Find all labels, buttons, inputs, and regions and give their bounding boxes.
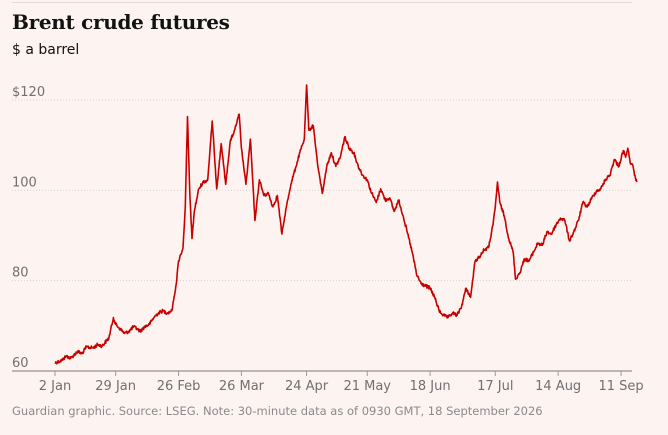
x-tick-label: 18 Jun bbox=[410, 379, 451, 394]
gridlines bbox=[12, 99, 632, 372]
y-tick-label: 60 bbox=[12, 356, 29, 371]
y-tick-label: 80 bbox=[12, 266, 29, 281]
chart-title: Brent crude futures bbox=[12, 10, 230, 34]
x-tick-label: 2 Jan bbox=[39, 379, 71, 394]
x-tick-label: 26 Feb bbox=[157, 379, 201, 394]
source-note: Guardian graphic. Source: LSEG. Note: 30… bbox=[12, 404, 543, 418]
x-tick-label: 24 Apr bbox=[285, 379, 329, 394]
series-layer bbox=[54, 84, 638, 365]
x-tick-label: 11 Sep bbox=[598, 379, 643, 394]
x-tick-label: 14 Aug bbox=[535, 379, 581, 394]
x-tick-label: 26 Mar bbox=[219, 379, 265, 394]
x-axis: 2 Jan 29 Jan 26 Feb 26 Mar 24 Apr 21 May 18 Ju… bbox=[39, 371, 644, 394]
x-tick-label: 21 May bbox=[343, 379, 391, 394]
y-axis-labels: $120 100 80 60 bbox=[12, 85, 45, 371]
y-tick-label: $120 bbox=[12, 85, 45, 100]
x-tick-label: 29 Jan bbox=[95, 379, 136, 394]
series-line bbox=[54, 84, 638, 365]
y-tick-label: 100 bbox=[12, 175, 37, 190]
chart-subtitle: $ a barrel bbox=[12, 42, 80, 58]
x-tick-label: 17 Jul bbox=[477, 379, 513, 394]
top-rule bbox=[12, 2, 632, 3]
